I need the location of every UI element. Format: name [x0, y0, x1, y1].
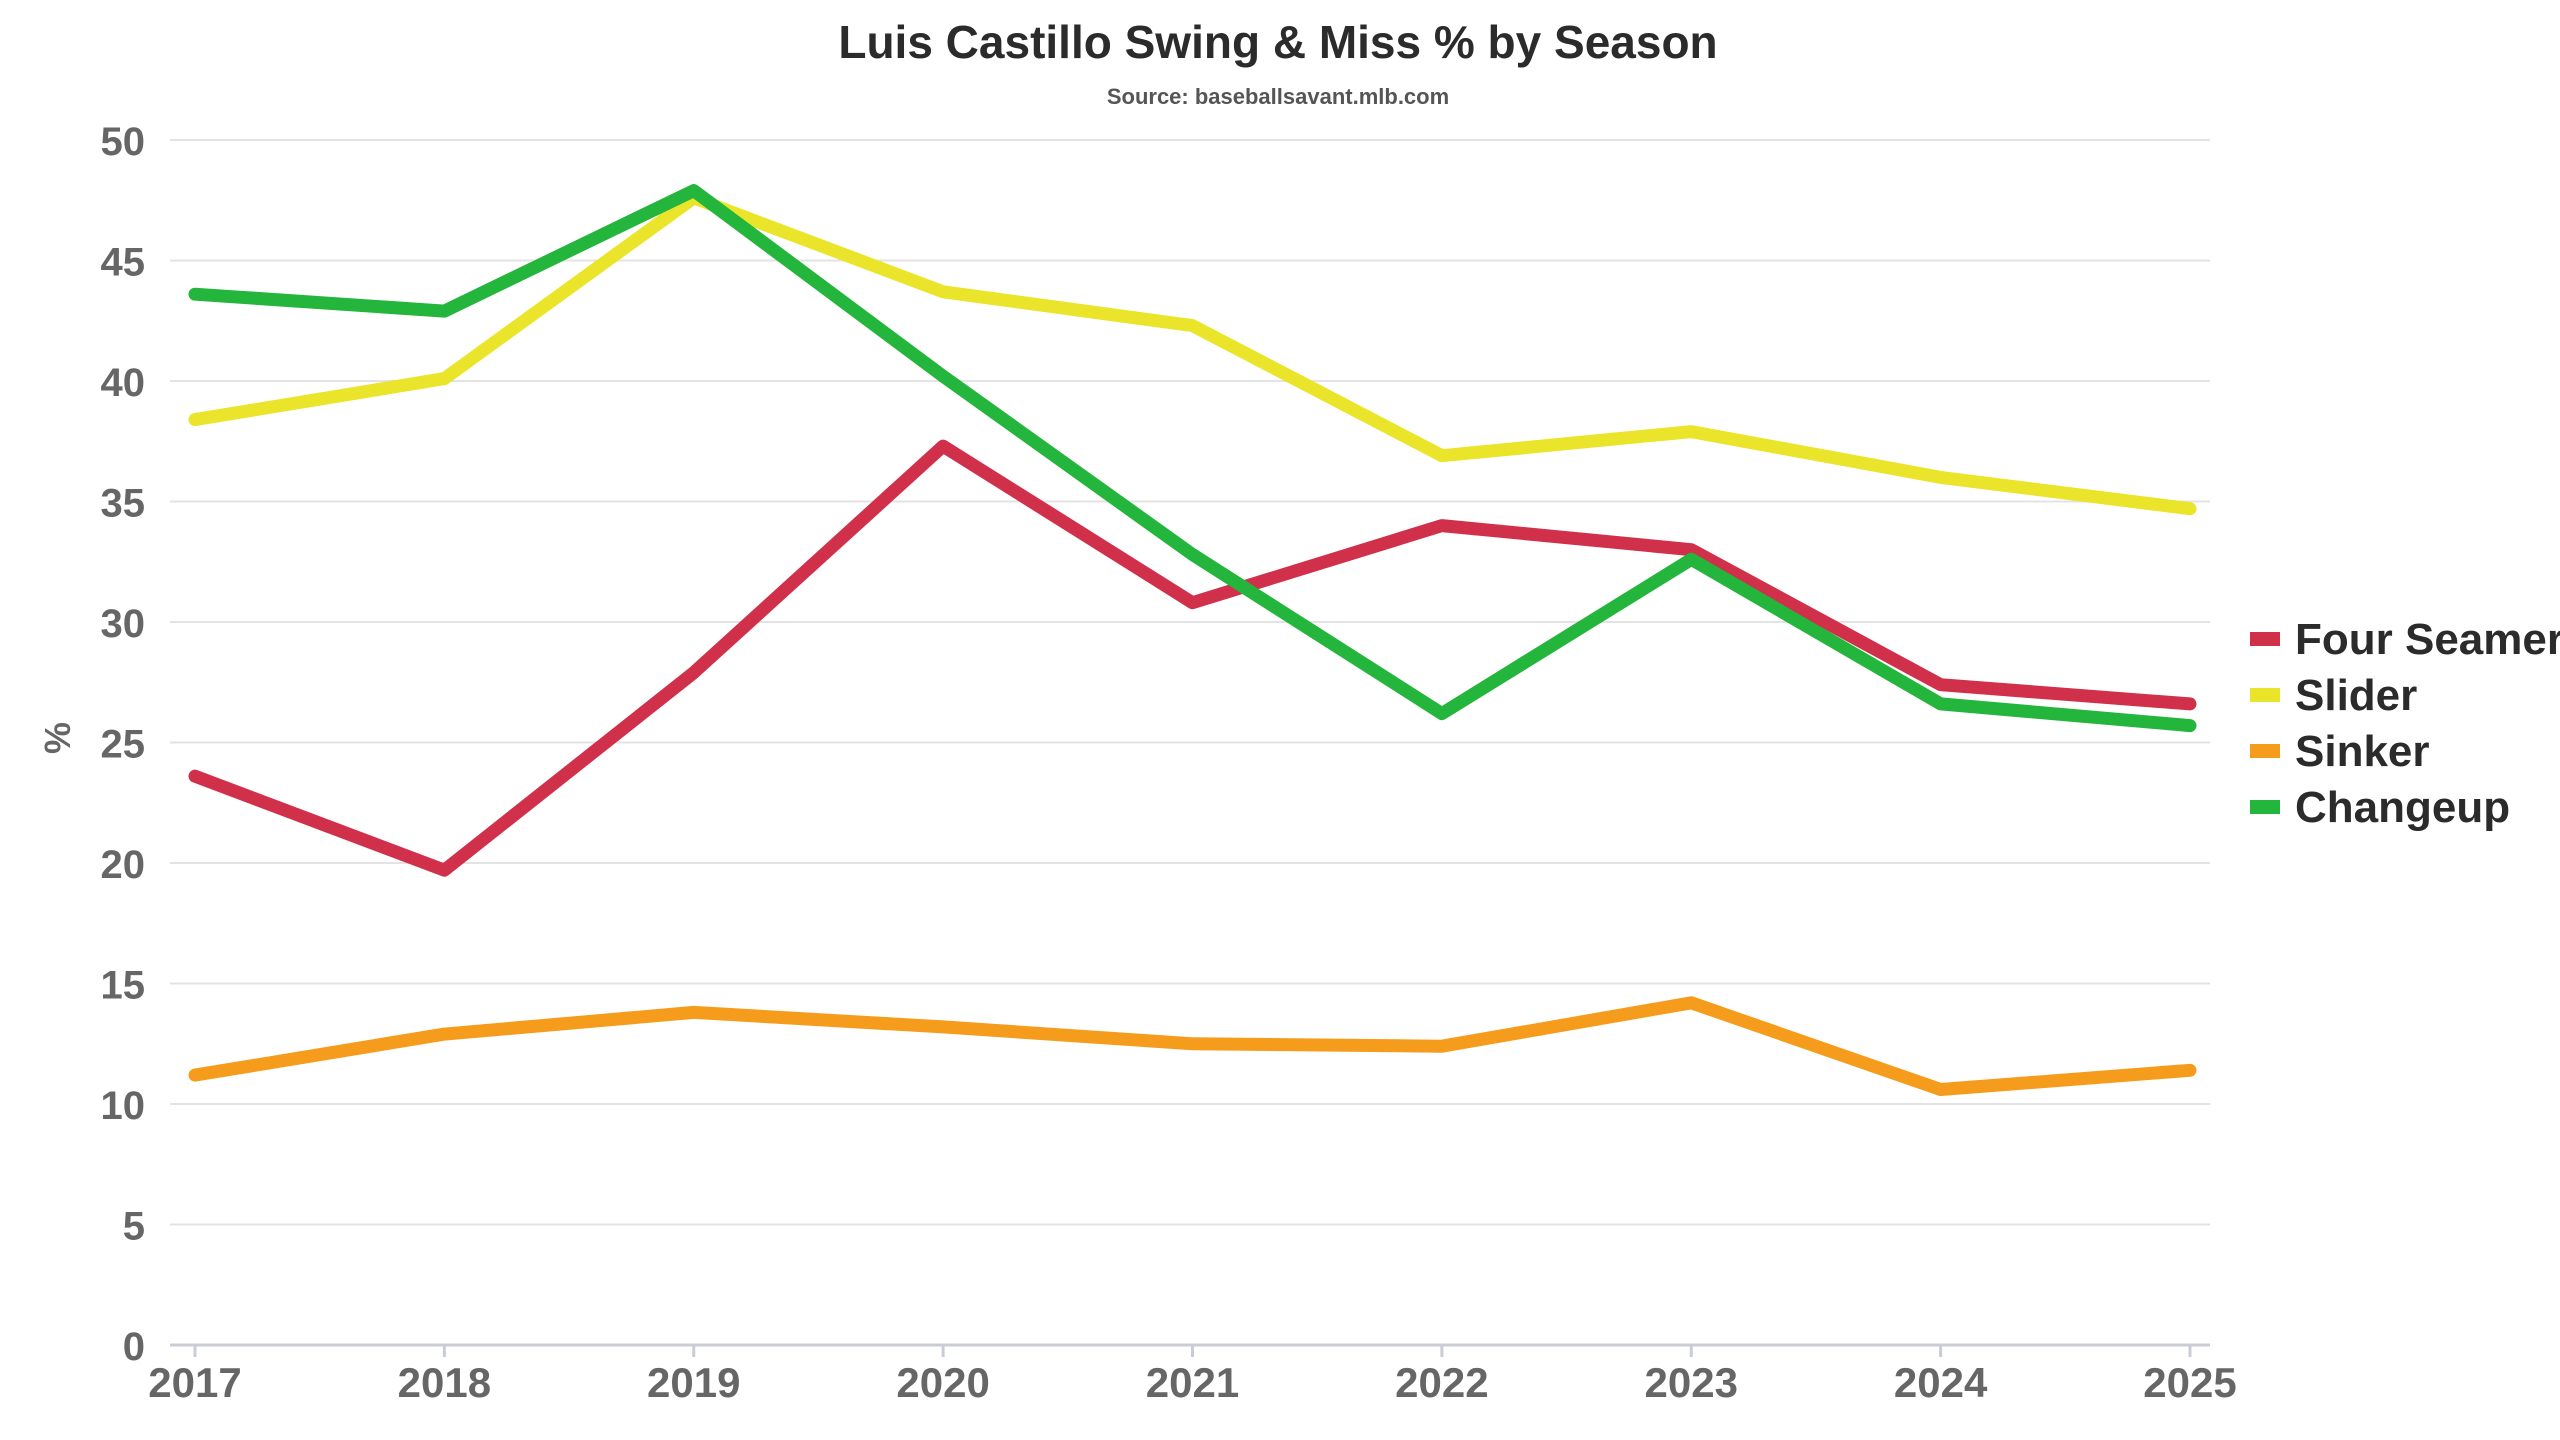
legend-swatch — [2250, 744, 2280, 758]
legend-label: Changeup — [2295, 783, 2510, 832]
series-line-slider — [188, 191, 2197, 516]
gridlines — [170, 139, 2210, 1347]
series-lines — [188, 184, 2197, 1096]
series-line-four-seamer — [188, 439, 2197, 877]
legend-label: Sinker — [2295, 727, 2430, 776]
x-tick-label: 2021 — [1146, 1359, 1239, 1406]
series-line-sinker — [188, 996, 2197, 1096]
x-tick-label: 2025 — [2143, 1359, 2236, 1406]
chart-title: Luis Castillo Swing & Miss % by Season — [838, 16, 1717, 68]
y-tick-label: 5 — [123, 1205, 145, 1249]
chart-subtitle: Source: baseballsavant.mlb.com — [1107, 84, 1449, 109]
y-tick-label: 45 — [101, 241, 146, 285]
x-tick-label: 2022 — [1395, 1359, 1488, 1406]
legend-swatch — [2250, 632, 2280, 646]
legend-swatch — [2250, 800, 2280, 814]
x-tick-label: 2019 — [647, 1359, 740, 1406]
y-tick-label: 10 — [101, 1084, 146, 1128]
y-tick-label: 15 — [101, 964, 146, 1008]
x-tick-label: 2017 — [148, 1359, 241, 1406]
x-tick-label: 2023 — [1645, 1359, 1738, 1406]
legend: Four Seamer Slider Sinker Changeup — [2250, 615, 2560, 832]
y-tick-label: 0 — [123, 1325, 145, 1369]
x-axis-ticks: 2017 2018 2019 2020 2021 2022 2023 2024 2025 — [148, 1345, 2237, 1406]
y-tick-label: 40 — [101, 361, 146, 405]
legend-label: Slider — [2295, 671, 2417, 720]
y-axis-ticks: 0 5 10 15 20 25 30 35 40 45 50 — [101, 120, 146, 1369]
series-line-changeup — [188, 184, 2197, 733]
legend-label: Four Seamer — [2295, 615, 2560, 664]
y-axis-label: % — [37, 722, 78, 754]
x-tick-label: 2024 — [1894, 1359, 1988, 1406]
y-tick-label: 20 — [101, 843, 146, 887]
y-tick-label: 35 — [101, 482, 146, 526]
x-tick-label: 2020 — [896, 1359, 989, 1406]
x-tick-label: 2018 — [398, 1359, 491, 1406]
y-tick-label: 30 — [101, 602, 146, 646]
y-tick-label: 50 — [101, 120, 146, 164]
y-tick-label: 25 — [101, 723, 146, 767]
legend-swatch — [2250, 688, 2280, 702]
